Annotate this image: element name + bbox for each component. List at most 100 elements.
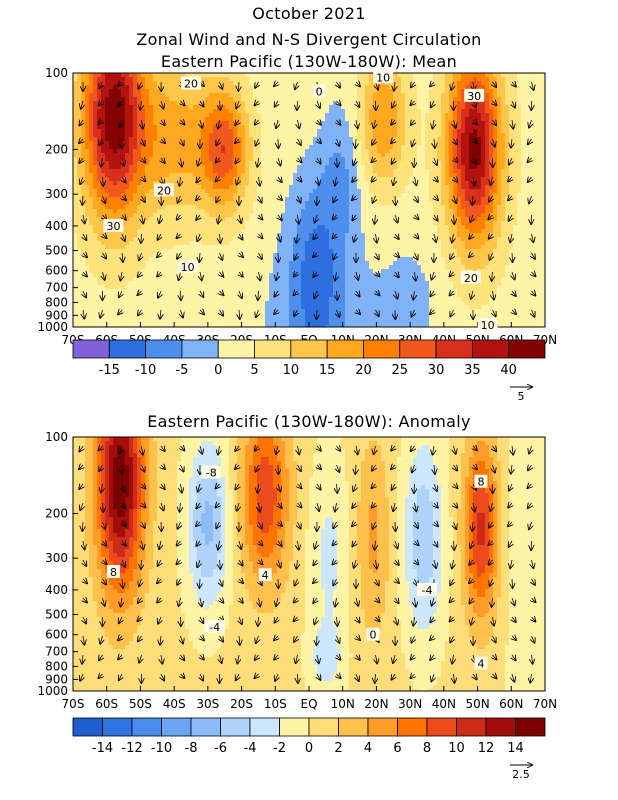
colorbar-swatch xyxy=(367,717,398,737)
contour-label: 4 xyxy=(262,569,269,582)
y-tick-label: 200 xyxy=(45,142,68,156)
anomaly-panel: 70S 60S 50S 40S 30S 20S 10S EQ 10N 20N 30N 40N 50N 60… xyxy=(37,430,557,781)
colorbar-tick-label: 30 xyxy=(428,363,445,378)
contour-label: 20 xyxy=(157,184,171,197)
colorbar-swatch xyxy=(145,339,183,359)
colorbar-swatch xyxy=(515,717,546,737)
y-tick-label: 600 xyxy=(45,264,68,278)
y-tick-label: 100 xyxy=(45,66,68,80)
reference-vector-label: 2.5 xyxy=(512,768,530,781)
x-tick-label: 70N xyxy=(533,697,557,711)
contour-label: 20 xyxy=(184,78,198,91)
x-tick-label: 10S xyxy=(264,697,287,711)
colorbar-swatch xyxy=(190,717,221,737)
contour-label: 20 xyxy=(464,272,478,285)
colorbar-swatch xyxy=(108,339,147,359)
field-fill xyxy=(73,73,545,327)
colorbar-swatch xyxy=(435,339,473,359)
x-tick-label: 20N xyxy=(364,697,388,711)
colorbar-tick-label: 5 xyxy=(250,363,258,378)
y-tick-label: 900 xyxy=(45,672,68,686)
title-month: October 2021 xyxy=(252,4,366,23)
x-tick-label: 60S xyxy=(95,697,118,711)
colorbar-tick-label: 0 xyxy=(305,741,313,756)
contour-label-bg xyxy=(474,656,488,670)
contour-label: 30 xyxy=(106,220,120,233)
colorbar-swatch xyxy=(217,339,255,359)
y-tick-label: 1000 xyxy=(37,684,68,698)
y-tick-label: 400 xyxy=(45,219,68,233)
x-tick-label: 50S xyxy=(129,697,152,711)
y-tick-label: 800 xyxy=(45,295,68,309)
colorbar-swatch xyxy=(326,339,364,359)
colorbar-tick-label: 25 xyxy=(391,363,408,378)
contour-label-bg xyxy=(474,474,488,488)
colorbar-tick-label: -8 xyxy=(185,741,198,756)
colorbar-tick-label: 15 xyxy=(319,363,336,378)
colorbar-swatch xyxy=(161,717,192,737)
panel1-title: Eastern Pacific (130W-180W): Mean xyxy=(160,52,458,71)
contour-label: 10 xyxy=(181,261,195,274)
colorbar-tick-label: 2 xyxy=(334,741,342,756)
colorbar-swatch xyxy=(290,339,328,359)
colorbar-tick-label: 4 xyxy=(364,741,372,756)
colorbar-tick-label: 0 xyxy=(214,363,222,378)
contour-label-bg xyxy=(464,88,485,102)
colorbar-swatch xyxy=(426,717,457,737)
colorbar-swatch xyxy=(399,339,437,359)
contour-label-bg xyxy=(177,259,198,273)
field-fill xyxy=(73,437,545,691)
vector-field xyxy=(79,82,535,319)
colorbar-tick-label: -6 xyxy=(214,741,227,756)
contour-label: 8 xyxy=(477,476,484,489)
colorbar-swatch xyxy=(308,717,339,737)
colorbar-tick-label: 35 xyxy=(464,363,481,378)
colorbar-tick-label: -12 xyxy=(121,741,142,756)
colorbar-swatch xyxy=(471,339,510,359)
colorbar-tick-label: 14 xyxy=(507,741,524,756)
colorbar-tick-label: 20 xyxy=(355,363,372,378)
colorbar-tick-label: -15 xyxy=(99,363,120,378)
colorbar-tick-label: 12 xyxy=(478,741,495,756)
contour-label-bg xyxy=(103,218,124,232)
colorbar-swatch xyxy=(338,717,369,737)
y-tick-label: 300 xyxy=(45,551,68,565)
y-tick-label: 600 xyxy=(45,628,68,642)
contour-label: 10 xyxy=(376,71,390,84)
colorbar-tick-label: -10 xyxy=(135,363,156,378)
colorbar-swatch xyxy=(131,717,162,737)
contour-label: 0 xyxy=(370,629,377,642)
contour-label-bg xyxy=(460,270,481,284)
reference-vector-label: 5 xyxy=(518,390,525,403)
contour-label-bg xyxy=(201,465,222,479)
contour-label: -8 xyxy=(206,467,217,480)
colorbar-tick-label: 8 xyxy=(423,741,431,756)
colorbar-tick-label: -4 xyxy=(244,741,257,756)
x-tick-label: 40S xyxy=(163,697,186,711)
y-tick-label: 900 xyxy=(45,308,68,322)
y-tick-label: 100 xyxy=(45,430,68,444)
x-tick-label: 50N xyxy=(465,697,489,711)
contour-label: 0 xyxy=(316,85,323,98)
x-tick-label: 30N xyxy=(398,697,422,711)
contour-label-bg xyxy=(477,317,498,331)
contour-label: -4 xyxy=(209,621,220,634)
x-tick-label: EQ xyxy=(300,697,317,711)
contour-label-bg xyxy=(154,183,175,197)
colorbar-swatch xyxy=(508,339,546,359)
colorbar-tick-label: -10 xyxy=(151,741,172,756)
contour-label-bg xyxy=(312,84,326,98)
y-tick-label: 400 xyxy=(45,583,68,597)
y-tick-label: 500 xyxy=(45,608,68,622)
colorbar-tick-label: 40 xyxy=(500,363,517,378)
vector-field xyxy=(79,446,535,683)
colorbar-swatch xyxy=(279,717,310,737)
contour-label: 30 xyxy=(467,90,481,103)
colorbar-tick-label: -14 xyxy=(92,741,113,756)
x-tick-label: 30S xyxy=(196,697,219,711)
y-tick-label: 700 xyxy=(45,645,68,659)
x-tick-label: 70S xyxy=(62,697,85,711)
colorbar-swatch xyxy=(220,717,251,737)
colorbar-swatch xyxy=(181,339,219,359)
